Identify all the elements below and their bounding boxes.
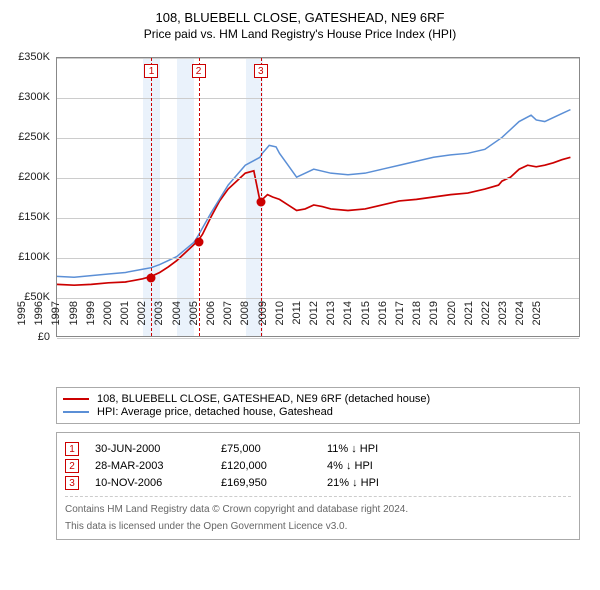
x-axis-tick: 2016	[377, 301, 389, 341]
x-axis-tick: 2018	[411, 301, 423, 341]
x-axis-tick: 2025	[531, 301, 543, 341]
gridline-h	[57, 218, 579, 219]
x-axis-tick: 2022	[480, 301, 492, 341]
legend-swatch	[63, 398, 89, 400]
event-delta: 11% ↓ HPI	[327, 443, 417, 455]
event-price: £120,000	[221, 460, 311, 472]
events-box: 1 30-JUN-2000 £75,000 11% ↓ HPI 2 28-MAR-2003…	[56, 432, 580, 540]
event-marker-box: 3	[254, 64, 268, 78]
x-axis-tick: 2011	[291, 301, 303, 341]
x-axis-tick: 2009	[257, 301, 269, 341]
event-row: 3 10-NOV-2006 £169,950 21% ↓ HPI	[65, 476, 571, 490]
legend-label: 108, BLUEBELL CLOSE, GATESHEAD, NE9 6RF …	[97, 393, 430, 405]
x-axis-tick: 1996	[33, 301, 45, 341]
event-vline	[151, 58, 152, 336]
x-axis-tick: 2012	[308, 301, 320, 341]
x-axis-tick: 2023	[497, 301, 509, 341]
x-axis-tick: 1999	[85, 301, 97, 341]
y-axis-tick: £200K	[6, 171, 50, 183]
event-date: 30-JUN-2000	[95, 443, 205, 455]
x-axis-tick: 2014	[342, 301, 354, 341]
footnote-line-2: This data is licensed under the Open Gov…	[65, 520, 571, 533]
event-vline	[199, 58, 200, 336]
gridline-h	[57, 298, 579, 299]
chart-title: 108, BLUEBELL CLOSE, GATESHEAD, NE9 6RF	[10, 10, 590, 25]
x-axis-tick: 2004	[171, 301, 183, 341]
event-number: 1	[65, 442, 79, 456]
x-axis-tick: 2001	[119, 301, 131, 341]
chart-container: 108, BLUEBELL CLOSE, GATESHEAD, NE9 6RF …	[0, 0, 600, 548]
x-axis-tick: 2008	[239, 301, 251, 341]
x-axis-tick: 2005	[188, 301, 200, 341]
event-delta: 4% ↓ HPI	[327, 460, 417, 472]
chart-wrap: 123 £0£50K£100K£150K£200K£250K£300K£350K…	[10, 51, 590, 381]
x-axis-tick: 2010	[274, 301, 286, 341]
line-layer	[57, 58, 579, 336]
event-date: 10-NOV-2006	[95, 477, 205, 489]
sale-marker	[194, 238, 203, 247]
gridline-h	[57, 258, 579, 259]
legend-item: HPI: Average price, detached house, Gate…	[63, 406, 573, 418]
series-line-hpi	[57, 110, 570, 278]
y-axis-tick: £150K	[6, 211, 50, 223]
x-axis-tick: 2024	[514, 301, 526, 341]
y-axis-tick: £300K	[6, 91, 50, 103]
x-axis-tick: 1998	[68, 301, 80, 341]
x-axis-tick: 2007	[222, 301, 234, 341]
x-axis-tick: 2020	[446, 301, 458, 341]
gridline-h	[57, 98, 579, 99]
x-axis-tick: 2013	[325, 301, 337, 341]
event-price: £75,000	[221, 443, 311, 455]
legend-box: 108, BLUEBELL CLOSE, GATESHEAD, NE9 6RF …	[56, 387, 580, 424]
y-axis-tick: £250K	[6, 131, 50, 143]
legend-swatch	[63, 411, 89, 413]
footnote-line-1: Contains HM Land Registry data © Crown c…	[65, 503, 571, 516]
x-axis-tick: 2002	[136, 301, 148, 341]
x-axis-tick: 2021	[463, 301, 475, 341]
sale-marker	[147, 274, 156, 283]
event-price: £169,950	[221, 477, 311, 489]
legend-label: HPI: Average price, detached house, Gate…	[97, 406, 333, 418]
event-row: 2 28-MAR-2003 £120,000 4% ↓ HPI	[65, 459, 571, 473]
y-axis-tick: £350K	[6, 51, 50, 63]
x-axis-tick: 1995	[16, 301, 28, 341]
gridline-h	[57, 178, 579, 179]
x-axis-tick: 2003	[153, 301, 165, 341]
sale-marker	[256, 198, 265, 207]
event-row: 1 30-JUN-2000 £75,000 11% ↓ HPI	[65, 442, 571, 456]
x-axis-tick: 2017	[394, 301, 406, 341]
event-marker-box: 2	[192, 64, 206, 78]
event-delta: 21% ↓ HPI	[327, 477, 417, 489]
gridline-h	[57, 58, 579, 59]
x-axis-tick: 2015	[360, 301, 372, 341]
x-axis-tick: 2019	[428, 301, 440, 341]
x-axis-tick: 2000	[102, 301, 114, 341]
legend-item: 108, BLUEBELL CLOSE, GATESHEAD, NE9 6RF …	[63, 393, 573, 405]
event-marker-box: 1	[144, 64, 158, 78]
series-line-price_paid	[57, 157, 570, 285]
x-axis-tick: 2006	[205, 301, 217, 341]
y-axis-tick: £100K	[6, 251, 50, 263]
event-number: 3	[65, 476, 79, 490]
x-axis-tick: 1997	[50, 301, 62, 341]
event-number: 2	[65, 459, 79, 473]
plot-area: 1 2 3	[56, 57, 580, 337]
event-date: 28-MAR-2003	[95, 460, 205, 472]
chart-subtitle: Price paid vs. HM Land Registry's House …	[10, 27, 590, 41]
gridline-h	[57, 138, 579, 139]
events-separator	[65, 496, 571, 497]
